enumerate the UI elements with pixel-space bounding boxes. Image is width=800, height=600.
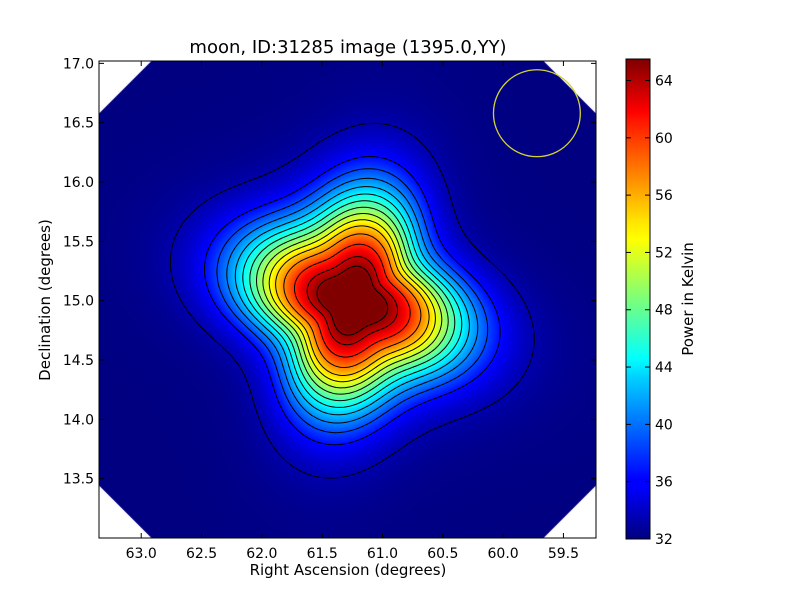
contour-line	[283, 233, 422, 368]
colorbar-tick-label: 52	[655, 245, 673, 261]
heatmap-image	[99, 61, 596, 538]
contour-line	[262, 213, 443, 389]
x-tick-label: 59.5	[548, 546, 579, 562]
beam-circle	[492, 69, 581, 158]
beam-layer	[492, 69, 581, 158]
contour-line	[255, 206, 449, 395]
contour-line	[316, 265, 389, 336]
colorbar-tick-label: 56	[655, 188, 673, 204]
y-tick-label: 13.5	[63, 472, 94, 488]
contour-line	[249, 200, 456, 402]
contour-line	[234, 186, 470, 416]
y-tick-label: 14.0	[63, 412, 94, 428]
contour-line	[216, 168, 489, 434]
contour-line	[294, 243, 411, 358]
x-tick-label: 62.5	[186, 546, 217, 562]
y-tick-label: 14.5	[63, 353, 94, 369]
x-tick-label: 63.0	[126, 546, 157, 562]
y-tick-label: 16.0	[63, 175, 94, 191]
y-axis-label: Declination (degrees)	[36, 219, 54, 381]
colorbar-tick-label: 44	[655, 360, 673, 376]
x-axis-label: Right Ascension (degrees)	[250, 561, 447, 579]
colorbar-tick-label: 60	[655, 131, 673, 147]
y-tick-label: 17.0	[63, 56, 94, 72]
contour-line	[242, 193, 463, 408]
contour-line	[169, 122, 535, 479]
contour-line	[275, 225, 430, 376]
contour-line	[306, 256, 398, 346]
colorbar-tick-label: 32	[655, 532, 673, 548]
x-axis-ticks: 63.0 62.5 62.0 61.5 61.0 60.5 60.0 59.5	[126, 61, 579, 562]
colorbar	[625, 58, 651, 540]
x-tick-label: 60.0	[488, 546, 519, 562]
contour-line	[203, 155, 501, 446]
y-tick-label: 16.5	[63, 116, 94, 132]
colorbar-tick-label: 36	[655, 475, 673, 491]
contour-line	[268, 219, 436, 383]
y-axis-ticks: 13.5 14.0 14.5 15.0 15.5 16.0 16.5 17.0	[63, 56, 596, 488]
contour-line	[226, 177, 479, 424]
colorbar-tick-label: 40	[655, 417, 673, 433]
colorbar-ticks: 32 36 40 44 48 52 56 60 64	[626, 73, 673, 548]
contour-lines	[169, 122, 535, 479]
x-tick-label: 61.5	[307, 546, 338, 562]
plot-frame	[98, 60, 597, 539]
colorbar-tick-label: 48	[655, 303, 673, 319]
x-tick-label: 62.0	[246, 546, 277, 562]
x-tick-label: 60.5	[427, 546, 458, 562]
x-tick-label: 61.0	[367, 546, 398, 562]
y-tick-label: 15.0	[63, 294, 94, 310]
colorbar-label: Power in Kelvin	[679, 242, 697, 356]
chart-title: moon, ID:31285 image (1395.0,YY)	[189, 37, 506, 58]
y-tick-label: 15.5	[63, 234, 94, 250]
colorbar-tick-label: 64	[655, 73, 673, 89]
heatmap-area	[99, 61, 596, 538]
